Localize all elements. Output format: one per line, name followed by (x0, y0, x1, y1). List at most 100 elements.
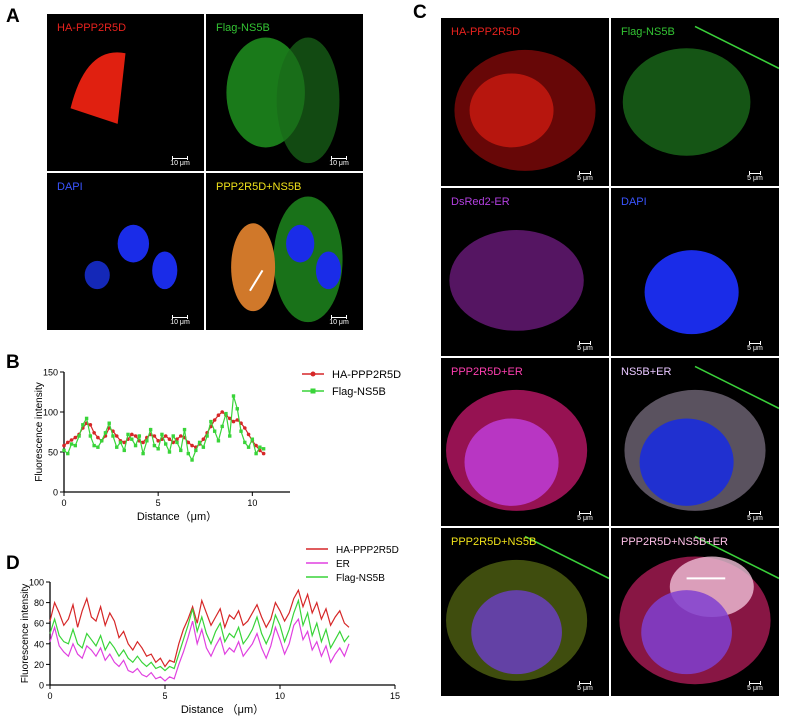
x-axis-label: Distance（μm） (137, 510, 217, 523)
micrograph-image (624, 365, 779, 511)
micrograph-dapi: DAPI 5 μm (611, 188, 779, 356)
data-point (164, 442, 168, 446)
y-tick-label: 60 (34, 619, 44, 629)
series-line-ha-ppp2r5d (49, 588, 350, 668)
data-point (235, 418, 240, 422)
data-point (73, 435, 78, 440)
data-point (171, 434, 175, 438)
scale-bar-label: 10 μm (170, 160, 190, 167)
data-point (167, 450, 172, 454)
chart-b: 0 50 100 150 0 5 10 Distance（μm） Fluorescence in… (34, 368, 401, 524)
chart-d: 0 20 40 60 80 100 0 5 10 15 Distance （μm） Fluoresce… (20, 545, 400, 716)
data-point (118, 440, 123, 445)
micrograph-label: DAPI (621, 196, 647, 208)
micrograph-ppp2r5d-ns5b: PPP2R5D+NS5B 10 μm (206, 173, 363, 330)
micrograph-image (449, 230, 584, 331)
data-point (103, 431, 108, 435)
scale-bar: 10 μm (319, 315, 359, 326)
data-point (163, 434, 168, 438)
data-point (216, 413, 221, 417)
data-point (88, 423, 93, 427)
micrograph-label: Flag-NS5B (216, 22, 270, 34)
micrograph-image (84, 224, 178, 290)
data-point (186, 451, 190, 456)
data-point (130, 437, 134, 441)
data-point (167, 437, 172, 441)
scale-bar-label: 5 μm (747, 175, 763, 182)
micrograph-label: PPP2R5D+ER (451, 366, 523, 378)
data-point (156, 447, 160, 451)
data-point (220, 424, 224, 429)
data-point (145, 439, 149, 443)
data-point (182, 427, 187, 432)
scale-bar: 5 μm (735, 341, 775, 352)
data-point (96, 435, 100, 440)
micrograph-label: PPP2R5D+NS5B+ER (621, 536, 728, 548)
micrograph-ha-ppp2r5d: HA-PPP2R5D 5 μm (441, 18, 609, 186)
micrograph-ns5b-er: NS5B+ER 5 μm (611, 358, 779, 526)
scale-bar-label: 5 μm (577, 685, 593, 692)
y-tick-label: 150 (43, 368, 58, 378)
x-tick-label: 15 (390, 691, 400, 701)
legend-label: ER (336, 559, 350, 570)
axes (63, 372, 290, 493)
scale-bar-label: 5 μm (577, 345, 593, 352)
y-tick-label: 100 (43, 408, 58, 418)
data-point (216, 439, 221, 443)
micrograph-image (446, 535, 609, 681)
data-point (115, 445, 119, 449)
scale-bar-label: 10 μm (329, 160, 349, 167)
micrograph-image (619, 535, 779, 685)
micrograph-label: DsRed2-ER (451, 196, 510, 208)
y-axis-label: Fluorescence intensity (20, 584, 31, 684)
data-point (66, 451, 70, 456)
data-point (88, 434, 93, 438)
scale-bar-label: 5 μm (577, 515, 593, 522)
data-point (212, 429, 217, 433)
data-point (254, 451, 258, 456)
panel-letter-d: D (6, 553, 20, 574)
data-point (156, 439, 160, 443)
micrograph-label: PPP2R5D+NS5B (451, 536, 537, 548)
micrograph-image (622, 25, 779, 156)
data-point (197, 440, 202, 445)
data-point (122, 448, 126, 453)
data-point (152, 443, 157, 448)
scale-bar: 10 μm (319, 156, 359, 167)
data-point (160, 432, 164, 437)
scale-bar: 5 μm (735, 511, 775, 522)
data-point (201, 437, 206, 441)
data-point (186, 440, 191, 445)
scale-bar: 10 μm (160, 156, 200, 167)
data-point (148, 427, 153, 432)
data-point (137, 434, 142, 438)
data-point (190, 443, 194, 448)
x-tick-label: 10 (275, 691, 285, 701)
data-point (92, 431, 96, 435)
data-point (231, 394, 236, 398)
data-point (122, 440, 127, 445)
data-point (73, 443, 77, 448)
data-point (209, 419, 213, 424)
data-point (175, 440, 179, 445)
micrograph-image (446, 389, 588, 511)
data-point (141, 451, 145, 456)
x-axis-label: Distance （μm） (181, 703, 264, 716)
scale-bar: 5 μm (565, 171, 605, 182)
scale-bar: 5 μm (565, 681, 605, 692)
scale-bar-label: 5 μm (747, 515, 763, 522)
data-point (114, 434, 119, 438)
micrograph-ha-ppp2r5d: HA-PPP2R5D 10 μm (47, 14, 204, 171)
y-tick-label: 80 (34, 598, 44, 608)
data-point (220, 410, 224, 414)
data-point (178, 434, 183, 438)
micrograph-ppp2r5d-er: PPP2R5D+ER 5 μm (441, 358, 609, 526)
micrograph-image (70, 52, 126, 124)
data-point (243, 426, 247, 430)
panel-letter-b: B (6, 352, 20, 373)
y-tick-label: 40 (34, 639, 44, 649)
micrograph-image (231, 196, 343, 323)
data-point (179, 448, 183, 453)
data-point (224, 411, 228, 416)
y-tick-label: 20 (34, 660, 44, 670)
